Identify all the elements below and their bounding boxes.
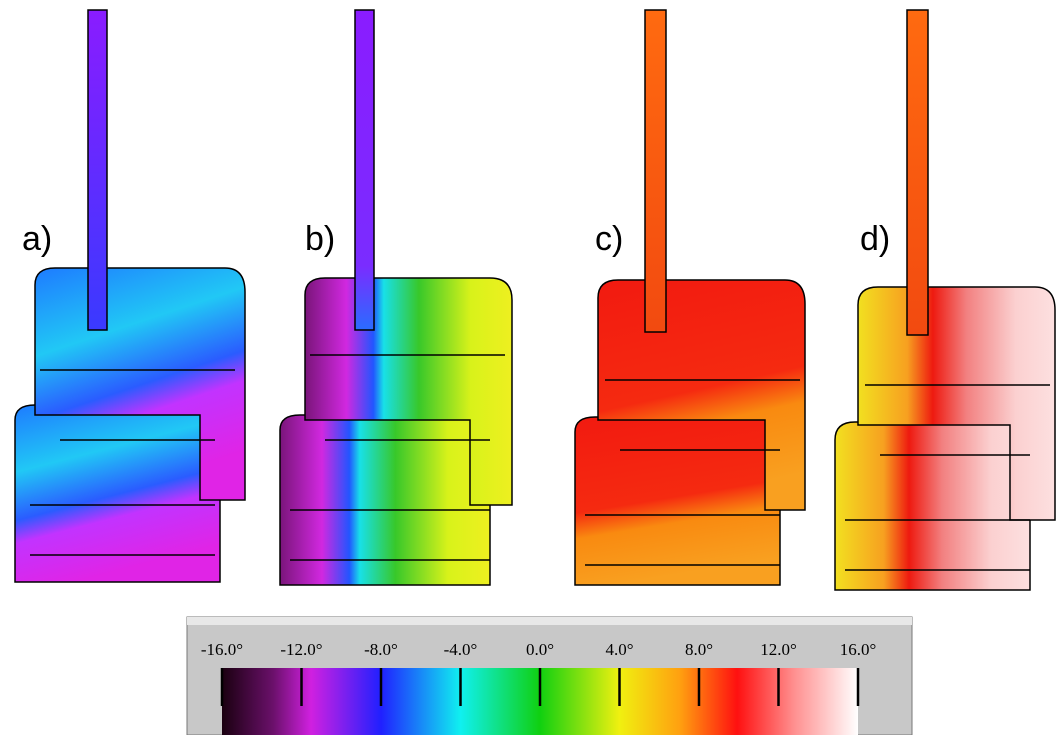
figure: a) b) c) d) -16.0° -12.0° -8.0° -4.0° 0.0° 4.… (0, 0, 1059, 735)
tick-label: -8.0° (364, 640, 398, 659)
tick-label: 8.0° (685, 640, 713, 659)
panel-label: a) (22, 220, 52, 258)
tick-label: -16.0° (201, 640, 243, 659)
panel-label: b) (305, 220, 335, 258)
colorbar (187, 617, 912, 735)
tick-label: 12.0° (760, 640, 797, 659)
panel-d: d) (835, 10, 1055, 590)
figure-canvas: a) b) c) d) -16.0° -12.0° -8.0° -4.0° 0.0° 4.… (0, 0, 1059, 735)
panel-a: a) (15, 10, 245, 582)
tick-label: 0.0° (526, 640, 554, 659)
tick-label: 16.0° (840, 640, 877, 659)
panel-c: c) (575, 10, 805, 585)
tick-label: -4.0° (444, 640, 478, 659)
panel-b: b) (280, 10, 512, 585)
tick-label: 4.0° (605, 640, 633, 659)
panel-label: d) (860, 220, 890, 258)
panel-label: c) (595, 220, 623, 258)
colorbar-header (187, 617, 912, 625)
tick-label: -12.0° (280, 640, 322, 659)
